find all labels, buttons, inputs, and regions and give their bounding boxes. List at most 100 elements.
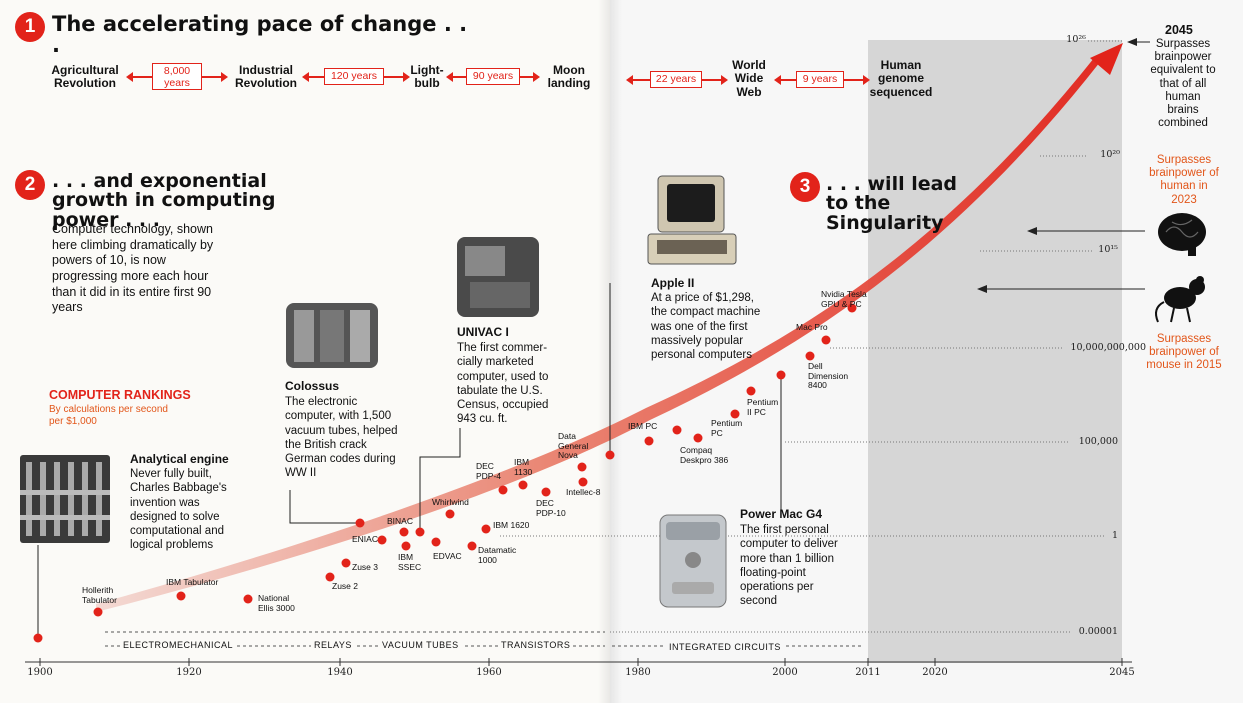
growth-curve [96, 58, 1100, 612]
dot-univac [415, 527, 425, 537]
colossus-image [286, 303, 378, 368]
dot-nvidia [847, 303, 857, 313]
machine-dots [33, 303, 857, 643]
interval-2: 120 years [324, 68, 384, 85]
era-vacuum-tubes: VACUUM TUBES [379, 640, 462, 650]
label-national-ellis: National Ellis 3000 [258, 593, 295, 613]
x-tick-2011: 2011 [855, 667, 881, 678]
power-mac-title: Power Mac G4 [740, 507, 823, 521]
label-pentium-pc: Pentium PC [711, 418, 743, 438]
dot-power-mac [776, 370, 786, 380]
interval-3: 90 years [466, 68, 520, 85]
dot-national-ellis [243, 594, 253, 604]
label-data-general-nova: Data General Nova [558, 431, 589, 461]
mouse-icon [1155, 276, 1205, 323]
dot-intellec-8 [578, 477, 588, 487]
label-zuse-3: Zuse 3 [352, 562, 378, 572]
x-tick-1960: 1960 [476, 667, 502, 678]
dot-ibm-pc [644, 436, 654, 446]
mouse-brain-note: Surpasses brainpower of mouse in 2015 [1146, 333, 1222, 372]
label-edvac: EDVAC [433, 551, 462, 561]
x-tick-1920: 1920 [176, 667, 202, 678]
interval-1: 8,000 years [152, 63, 202, 90]
power-mac-body: The first personal computer to deliver m… [740, 524, 838, 608]
dot-pentium-ii [730, 409, 740, 419]
year-2045-note: Surpasses brainpower equivalent to that … [1150, 38, 1216, 130]
section-3-title: . . . will lead to the Singularity [826, 173, 958, 234]
label-mac-pro: Mac Pro [796, 322, 828, 332]
apple-ii-body: At a price of $1,298, the compact machin… [651, 292, 761, 361]
label-ibm-pc: IBM PC [628, 421, 658, 431]
dot-ibm-1130 [518, 480, 528, 490]
future-projection-area [868, 40, 1122, 663]
univac-image [457, 237, 539, 317]
colossus-title: Colossus [285, 379, 340, 393]
event-light-bulb: Light-bulb [410, 63, 444, 91]
colossus-body: The electronic computer, with 1,500 vacu… [285, 396, 398, 480]
dot-ibm-1620 [481, 524, 491, 534]
label-ibm-1130: IBM 1130 [514, 457, 533, 477]
label-ibm-1620: IBM 1620 [493, 520, 530, 530]
analytical-engine-title: Analytical engine [130, 452, 229, 466]
x-tick-2045: 2045 [1109, 667, 1135, 678]
dot-data-general-nova [577, 462, 587, 472]
dot-eniac [377, 535, 387, 545]
human-brain-note: Surpasses brainpower of human in 2023 [1149, 154, 1219, 206]
dot-ibm-tabulator [176, 591, 186, 601]
label-compaq: Compaq Deskpro 386 [680, 445, 729, 465]
y-tick-10-15: 10¹⁵ [1098, 244, 1118, 255]
era-integrated-circuits: INTEGRATED CIRCUITS [666, 642, 784, 652]
x-tick-2020: 2020 [922, 667, 948, 678]
section-2-badge: 2 [15, 170, 45, 200]
label-eniac: ENIAC [352, 534, 378, 544]
dot-pentium-ii-b [746, 386, 756, 396]
label-dell: Dell Dimension 8400 [808, 361, 849, 391]
label-zuse-2: Zuse 2 [332, 581, 358, 591]
y-tick-100000: 100,000 [1078, 436, 1118, 447]
x-tick-1940: 1940 [327, 667, 353, 678]
dot-binac [399, 527, 409, 537]
dot-ibm-ssec [401, 541, 411, 551]
power-mac-image [659, 514, 727, 608]
y-tick-10-26: 10²⁶ [1066, 34, 1086, 45]
dot-apple-ii [605, 450, 615, 460]
label-dec-pdp-10: DEC PDP-10 [536, 498, 566, 518]
dot-pentium-pc [693, 433, 703, 443]
year-2045-label: 2045 [1165, 23, 1193, 37]
label-binac: BINAC [387, 516, 413, 526]
dot-hollerith [93, 607, 103, 617]
y-tick-0.00001: 0.00001 [1078, 626, 1118, 637]
analytical-engine-body: Never fully built, Charles Babbage's inv… [130, 468, 227, 552]
dot-dec-pdp-10 [541, 487, 551, 497]
curve-arrowhead [1090, 43, 1123, 75]
event-world-wide-web: World Wide Web [732, 58, 766, 99]
dot-compaq [672, 425, 682, 435]
dot-whirlwind [445, 509, 455, 519]
section-1-title: The accelerating pace of change . . . [52, 12, 468, 58]
y-gridlines [500, 40, 1124, 633]
y-tick-10-billion: 10,000,000,000 [1070, 342, 1146, 353]
dot-zuse-2 [325, 572, 335, 582]
y-tick-1: 1 [1111, 530, 1118, 541]
dot-dec-pdp-4 [498, 485, 508, 495]
dot-colossus [355, 518, 365, 528]
event-agricultural-revolution: Agricultural Revolution [51, 63, 119, 91]
section-1-badge: 1 [15, 12, 45, 42]
y-tick-10-20: 10²⁰ [1100, 149, 1120, 160]
analytical-engine-image [20, 455, 110, 543]
event-industrial-revolution: Industrial Revolution [235, 63, 297, 91]
x-tick-1900: 1900 [27, 667, 53, 678]
brain-icon [1158, 213, 1206, 256]
x-tick-1980: 1980 [625, 667, 651, 678]
connector-lines [37, 283, 782, 637]
dot-edvac [431, 537, 441, 547]
event-moon-landing: Moon landing [547, 63, 591, 91]
label-pentium-ii: Pentium II PC [747, 397, 779, 417]
x-tick-2000: 2000 [772, 667, 798, 678]
rankings-title: COMPUTER RANKINGS [49, 388, 191, 402]
era-transistors: TRANSISTORS [498, 640, 574, 650]
label-hollerith: Hollerith Tabulator [82, 585, 117, 605]
apple-ii-image [647, 175, 737, 265]
label-ibm-tabulator: IBM Tabulator [166, 577, 219, 587]
label-intellec-8: Intellec-8 [566, 487, 601, 497]
